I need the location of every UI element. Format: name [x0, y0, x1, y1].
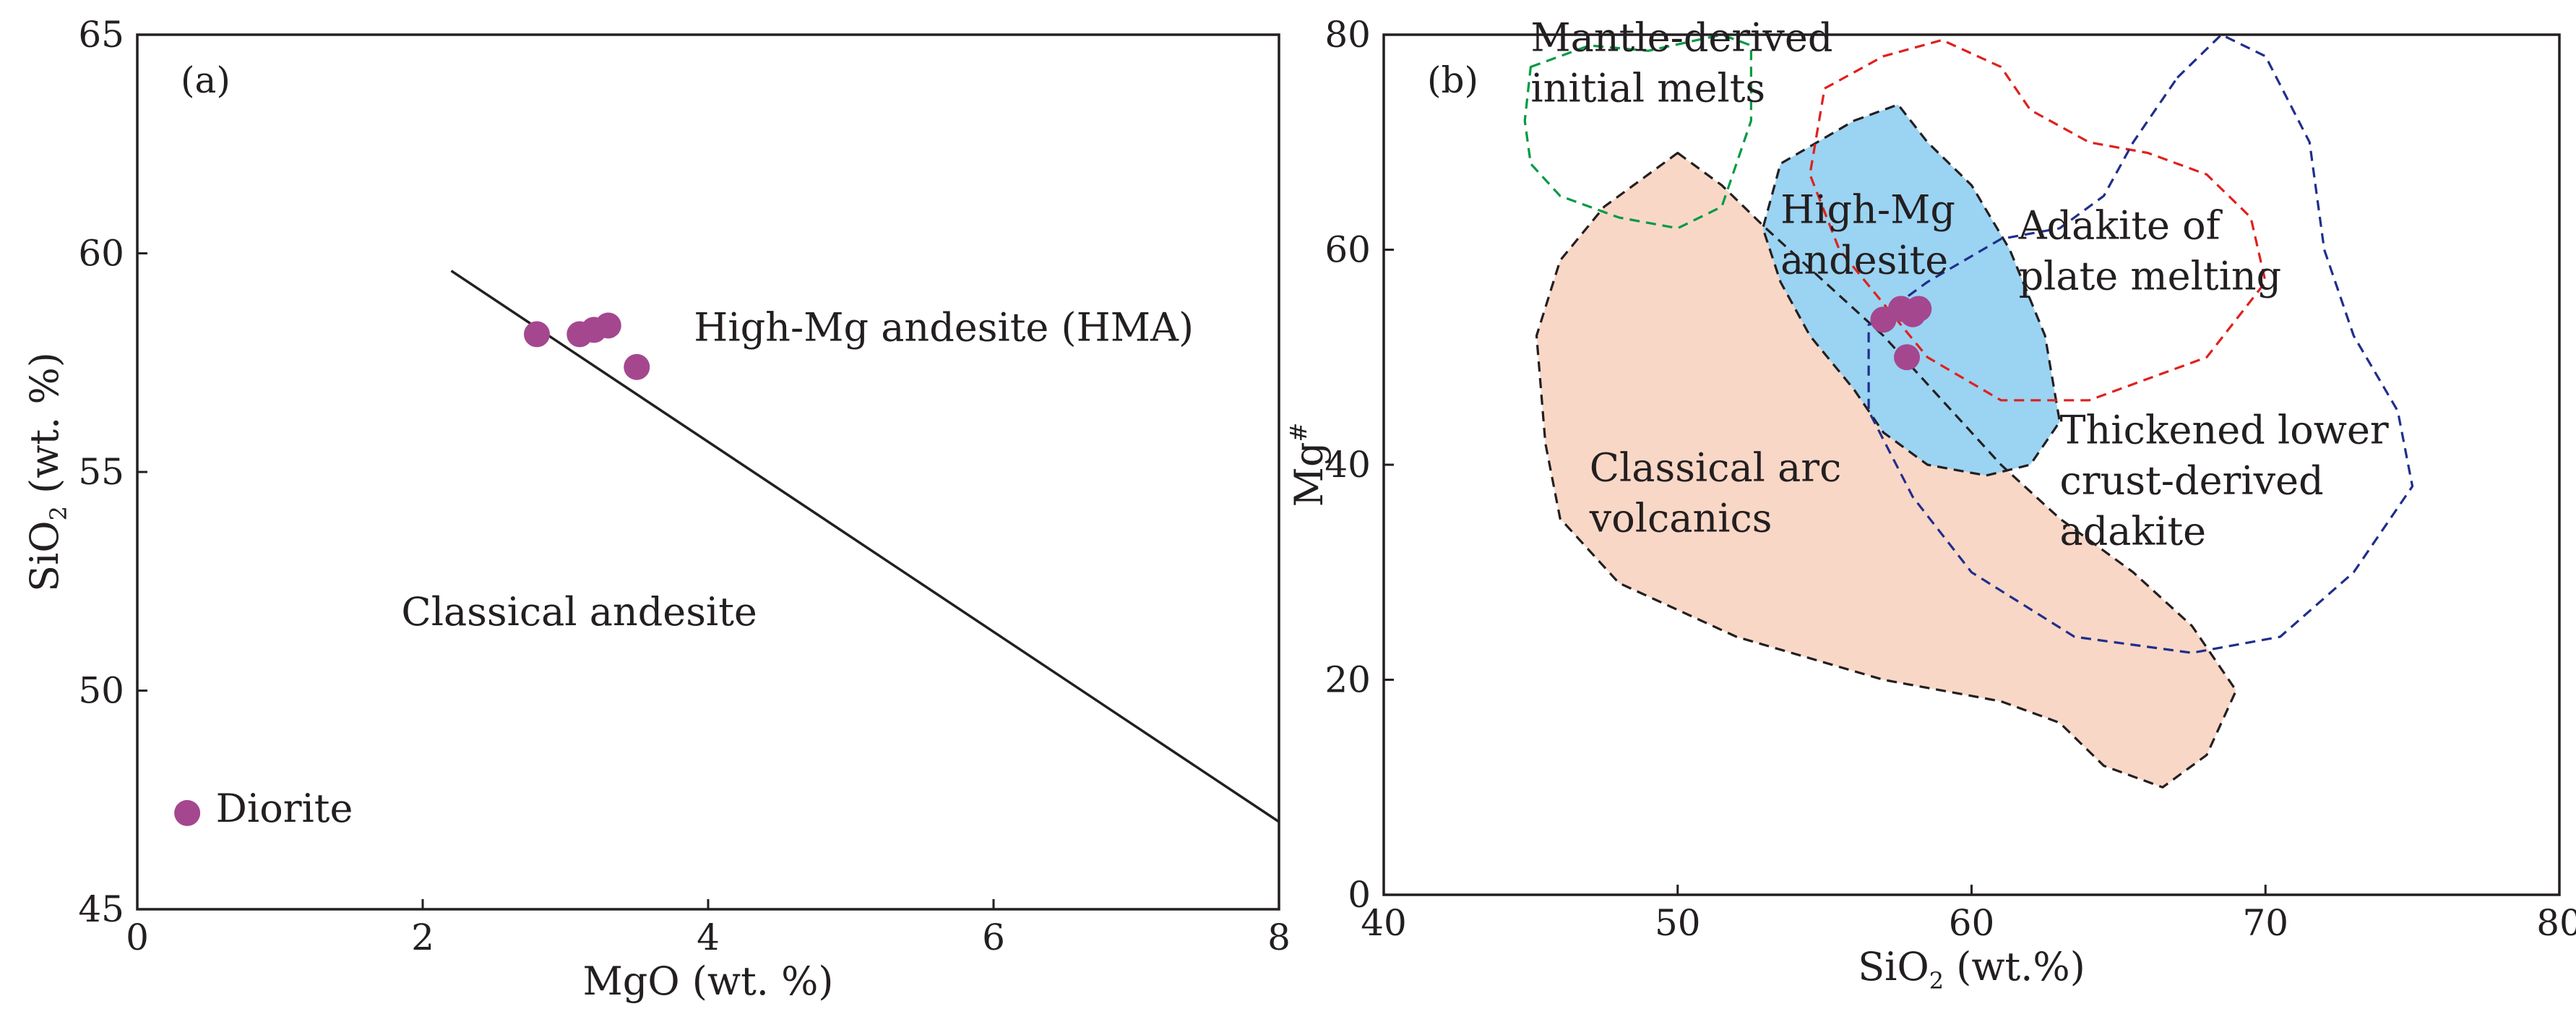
field-outline-1 — [1762, 103, 2062, 477]
annotation-line: volcanics — [1589, 495, 1772, 541]
plot-frame — [136, 33, 1280, 911]
annotation-line: Classical arc — [1590, 445, 1842, 490]
data-point — [595, 312, 621, 339]
field-outline-4 — [1867, 33, 2414, 654]
annotation-label: Thickened lower crust-derived adakite — [2060, 407, 2389, 554]
annotation-label: High-Mg andesite — [1780, 186, 1955, 283]
annotation-label: Classical andesite — [401, 589, 757, 635]
x-axis-label: MgO (wt. %) — [583, 958, 834, 1004]
y-tick-label: 60 — [1324, 229, 1371, 271]
x-axis-label-sub: 2 — [1929, 967, 1944, 995]
y-tick-label: 45 — [78, 888, 124, 930]
annotation-line: Adakite of — [2018, 203, 2223, 249]
y-tick-label: 20 — [1324, 659, 1371, 701]
hma-boundary-line — [450, 270, 1280, 823]
annotation-text: Diorite — [216, 786, 353, 831]
annotation-text: High-Mg andesite (HMA) — [694, 305, 1194, 351]
y-tick-label: 55 — [78, 451, 124, 493]
annotation-line: initial melts — [1530, 65, 1765, 111]
data-point — [624, 353, 650, 380]
x-tick-label: 8 — [1267, 916, 1291, 958]
x-tick-label: 0 — [126, 916, 149, 958]
annotation-line: crust-derived — [2060, 458, 2324, 503]
annotation-label: Classical arc volcanics — [1589, 445, 1842, 541]
x-axis-label-tail: (wt.%) — [1944, 944, 2085, 989]
y-axis-label-sup: # — [1285, 423, 1312, 442]
field-outline-2 — [1523, 33, 1752, 230]
annotation-line: adakite — [2060, 508, 2207, 554]
data-point — [1894, 344, 1921, 371]
y-tick-label: 60 — [78, 233, 124, 275]
x-axis-label-main: SiO — [1858, 944, 1929, 989]
y-tick-label: 0 — [1348, 874, 1371, 916]
y-axis-label-tail: (wt. %) — [22, 352, 67, 506]
y-axis-label-sub: 2 — [45, 506, 72, 520]
x-tick-label: 2 — [411, 916, 434, 958]
x-tick-label: 60 — [1949, 902, 1995, 944]
x-tick-label: 4 — [697, 916, 720, 958]
annotation-line: High-Mg — [1780, 186, 1955, 232]
field-fill-1 — [1762, 104, 2060, 476]
y-axis-label: SiO2 (wt. %) — [22, 352, 72, 592]
annotation-label: Mantle-derived initial melts — [1530, 14, 1832, 111]
field-outline-3 — [1809, 38, 2267, 402]
data-point — [174, 799, 201, 826]
annotation-label: Diorite — [216, 786, 353, 831]
annotation-line: Thickened lower — [2060, 407, 2389, 452]
y-tick-label: 80 — [1324, 14, 1371, 56]
annotation-label: Adakite of plate melting — [2018, 203, 2282, 299]
panel-label: (a) — [181, 59, 231, 101]
y-axis-label-main: Mg — [1286, 442, 1332, 507]
x-tick-label: 40 — [1361, 902, 1407, 944]
y-axis-label-main: SiO — [22, 520, 67, 592]
x-tick-label: 50 — [1655, 902, 1701, 944]
field-outline-0 — [1535, 152, 2238, 789]
x-axis-label-text: MgO (wt. %) — [583, 958, 834, 1004]
annotation-text: Classical andesite — [401, 589, 757, 635]
annotation-label: High-Mg andesite (HMA) — [694, 305, 1194, 351]
annotation-line: andesite — [1780, 237, 1948, 283]
x-tick-label: 70 — [2242, 902, 2288, 944]
y-tick-label: 65 — [78, 14, 124, 56]
y-axis-label: Mg# — [1285, 423, 1332, 507]
y-tick-label: 40 — [1324, 444, 1371, 486]
x-tick-label: 6 — [982, 916, 1005, 958]
panel-label: (b) — [1427, 59, 1478, 101]
annotation-line: plate melting — [2019, 254, 2282, 299]
x-tick-label: 80 — [2536, 902, 2576, 944]
data-point — [1905, 296, 1932, 322]
x-axis-label: SiO2 (wt.%) — [1858, 944, 2085, 995]
field-fill-0 — [1536, 153, 2236, 788]
panel-b: 40 50 60 70 80 0 20 40 60 80 SiO2 (wt.%) Mg# (b) Mant… — [1285, 14, 2576, 995]
y-tick-label: 50 — [78, 670, 124, 712]
data-point — [524, 321, 550, 348]
annotation-line: Mantle-derived — [1530, 14, 1832, 60]
